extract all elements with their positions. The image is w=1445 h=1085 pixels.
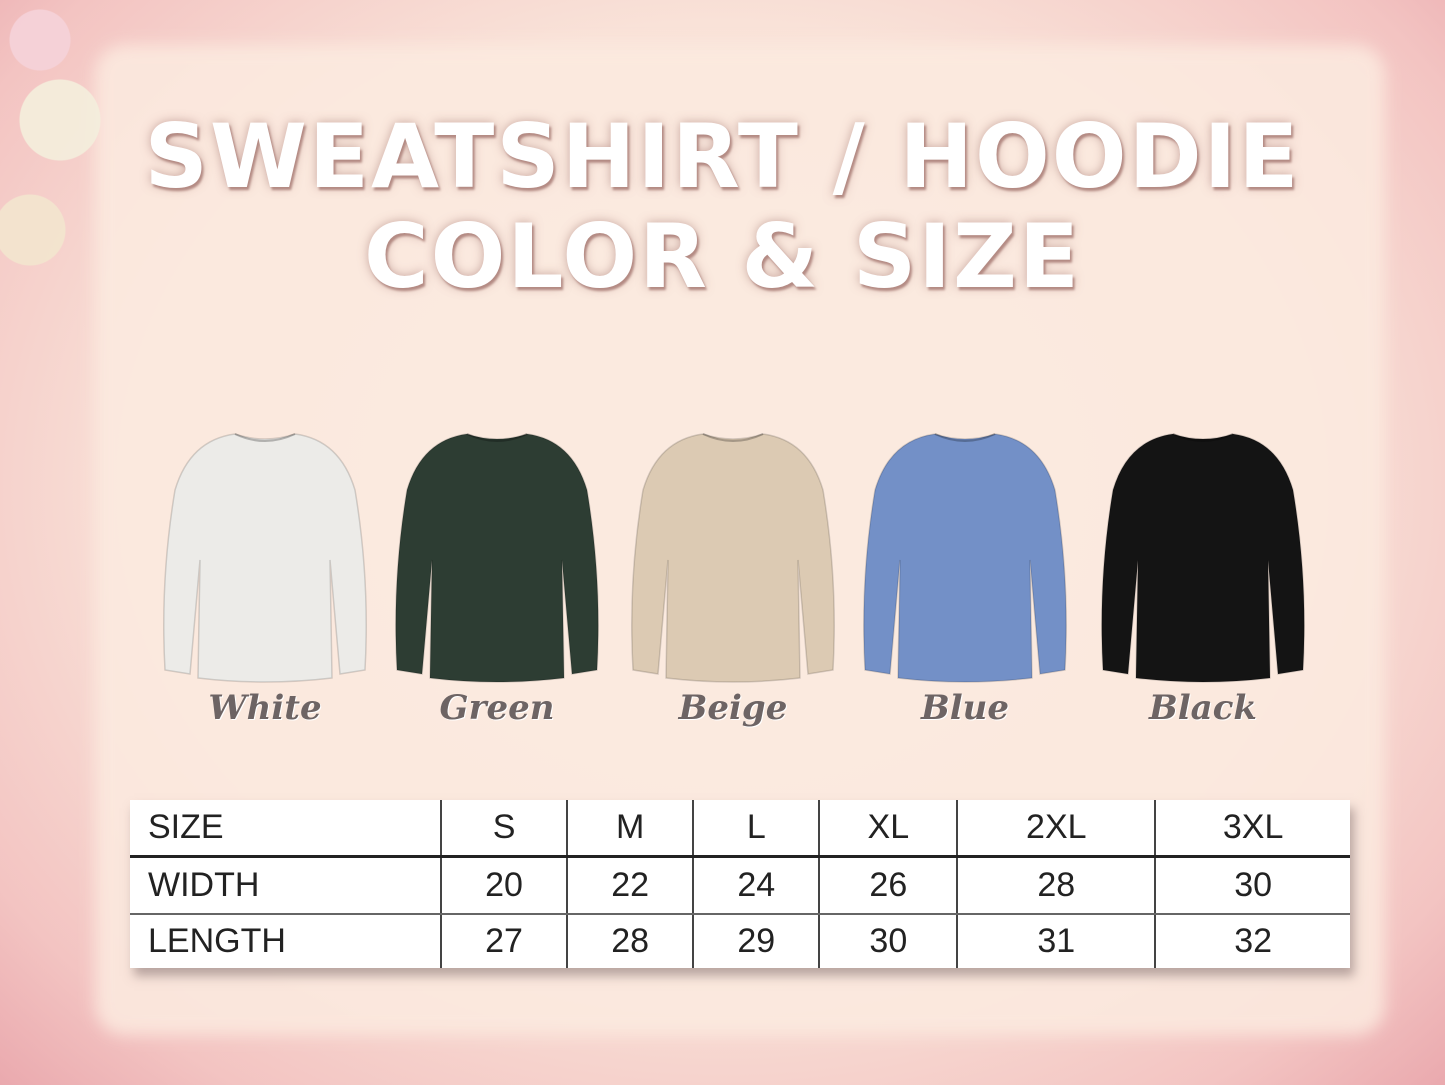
sweatshirt-green	[392, 430, 602, 688]
header-cell: L	[692, 800, 820, 858]
color-label: White	[208, 688, 322, 728]
sweatshirt-white	[160, 430, 370, 688]
title-line-2: COLOR & SIZE	[364, 205, 1081, 308]
table-cell: 31	[956, 914, 1156, 968]
color-label: Green	[439, 688, 555, 728]
table-cell: 26	[818, 856, 958, 915]
color-label: Blue	[920, 688, 1009, 728]
table-cell: 32	[1154, 914, 1350, 968]
sweatshirt-black	[1098, 430, 1308, 688]
width-row: WIDTH 20 22 24 26 28 30	[130, 856, 1350, 915]
size-chart: SIZE S M L XL 2XL 3XL WIDTH 20 22 24 26 …	[130, 800, 1350, 968]
table-cell: 24	[692, 856, 820, 915]
table-cell: 28	[566, 914, 694, 968]
table-cell: 30	[818, 914, 958, 968]
table-cell: 29	[692, 914, 820, 968]
table-cell: 22	[566, 856, 694, 915]
color-label: Beige	[678, 688, 788, 728]
table-cell: 30	[1154, 856, 1350, 915]
size-header-row: SIZE S M L XL 2XL 3XL	[130, 800, 1350, 858]
header-cell: SIZE	[130, 800, 441, 858]
header-cell: 2XL	[956, 800, 1156, 858]
sweatshirt-beige	[628, 430, 838, 688]
header-cell: M	[566, 800, 694, 858]
flower-decoration	[0, 0, 120, 360]
table-cell: 28	[956, 856, 1156, 915]
sweatshirt-blue	[860, 430, 1070, 688]
color-label: Black	[1149, 688, 1257, 728]
table-cell: 20	[439, 856, 568, 915]
row-label: LENGTH	[148, 922, 286, 960]
header-cell: 3XL	[1154, 800, 1350, 858]
header-cell: XL	[818, 800, 958, 858]
table-cell: 27	[439, 914, 568, 968]
title-line-1: SWEATSHIRT / HOODIE	[144, 105, 1301, 208]
length-row: LENGTH 27 28 29 30 31 32	[130, 914, 1350, 968]
row-label: WIDTH	[130, 856, 441, 915]
header-cell: S	[439, 800, 568, 858]
